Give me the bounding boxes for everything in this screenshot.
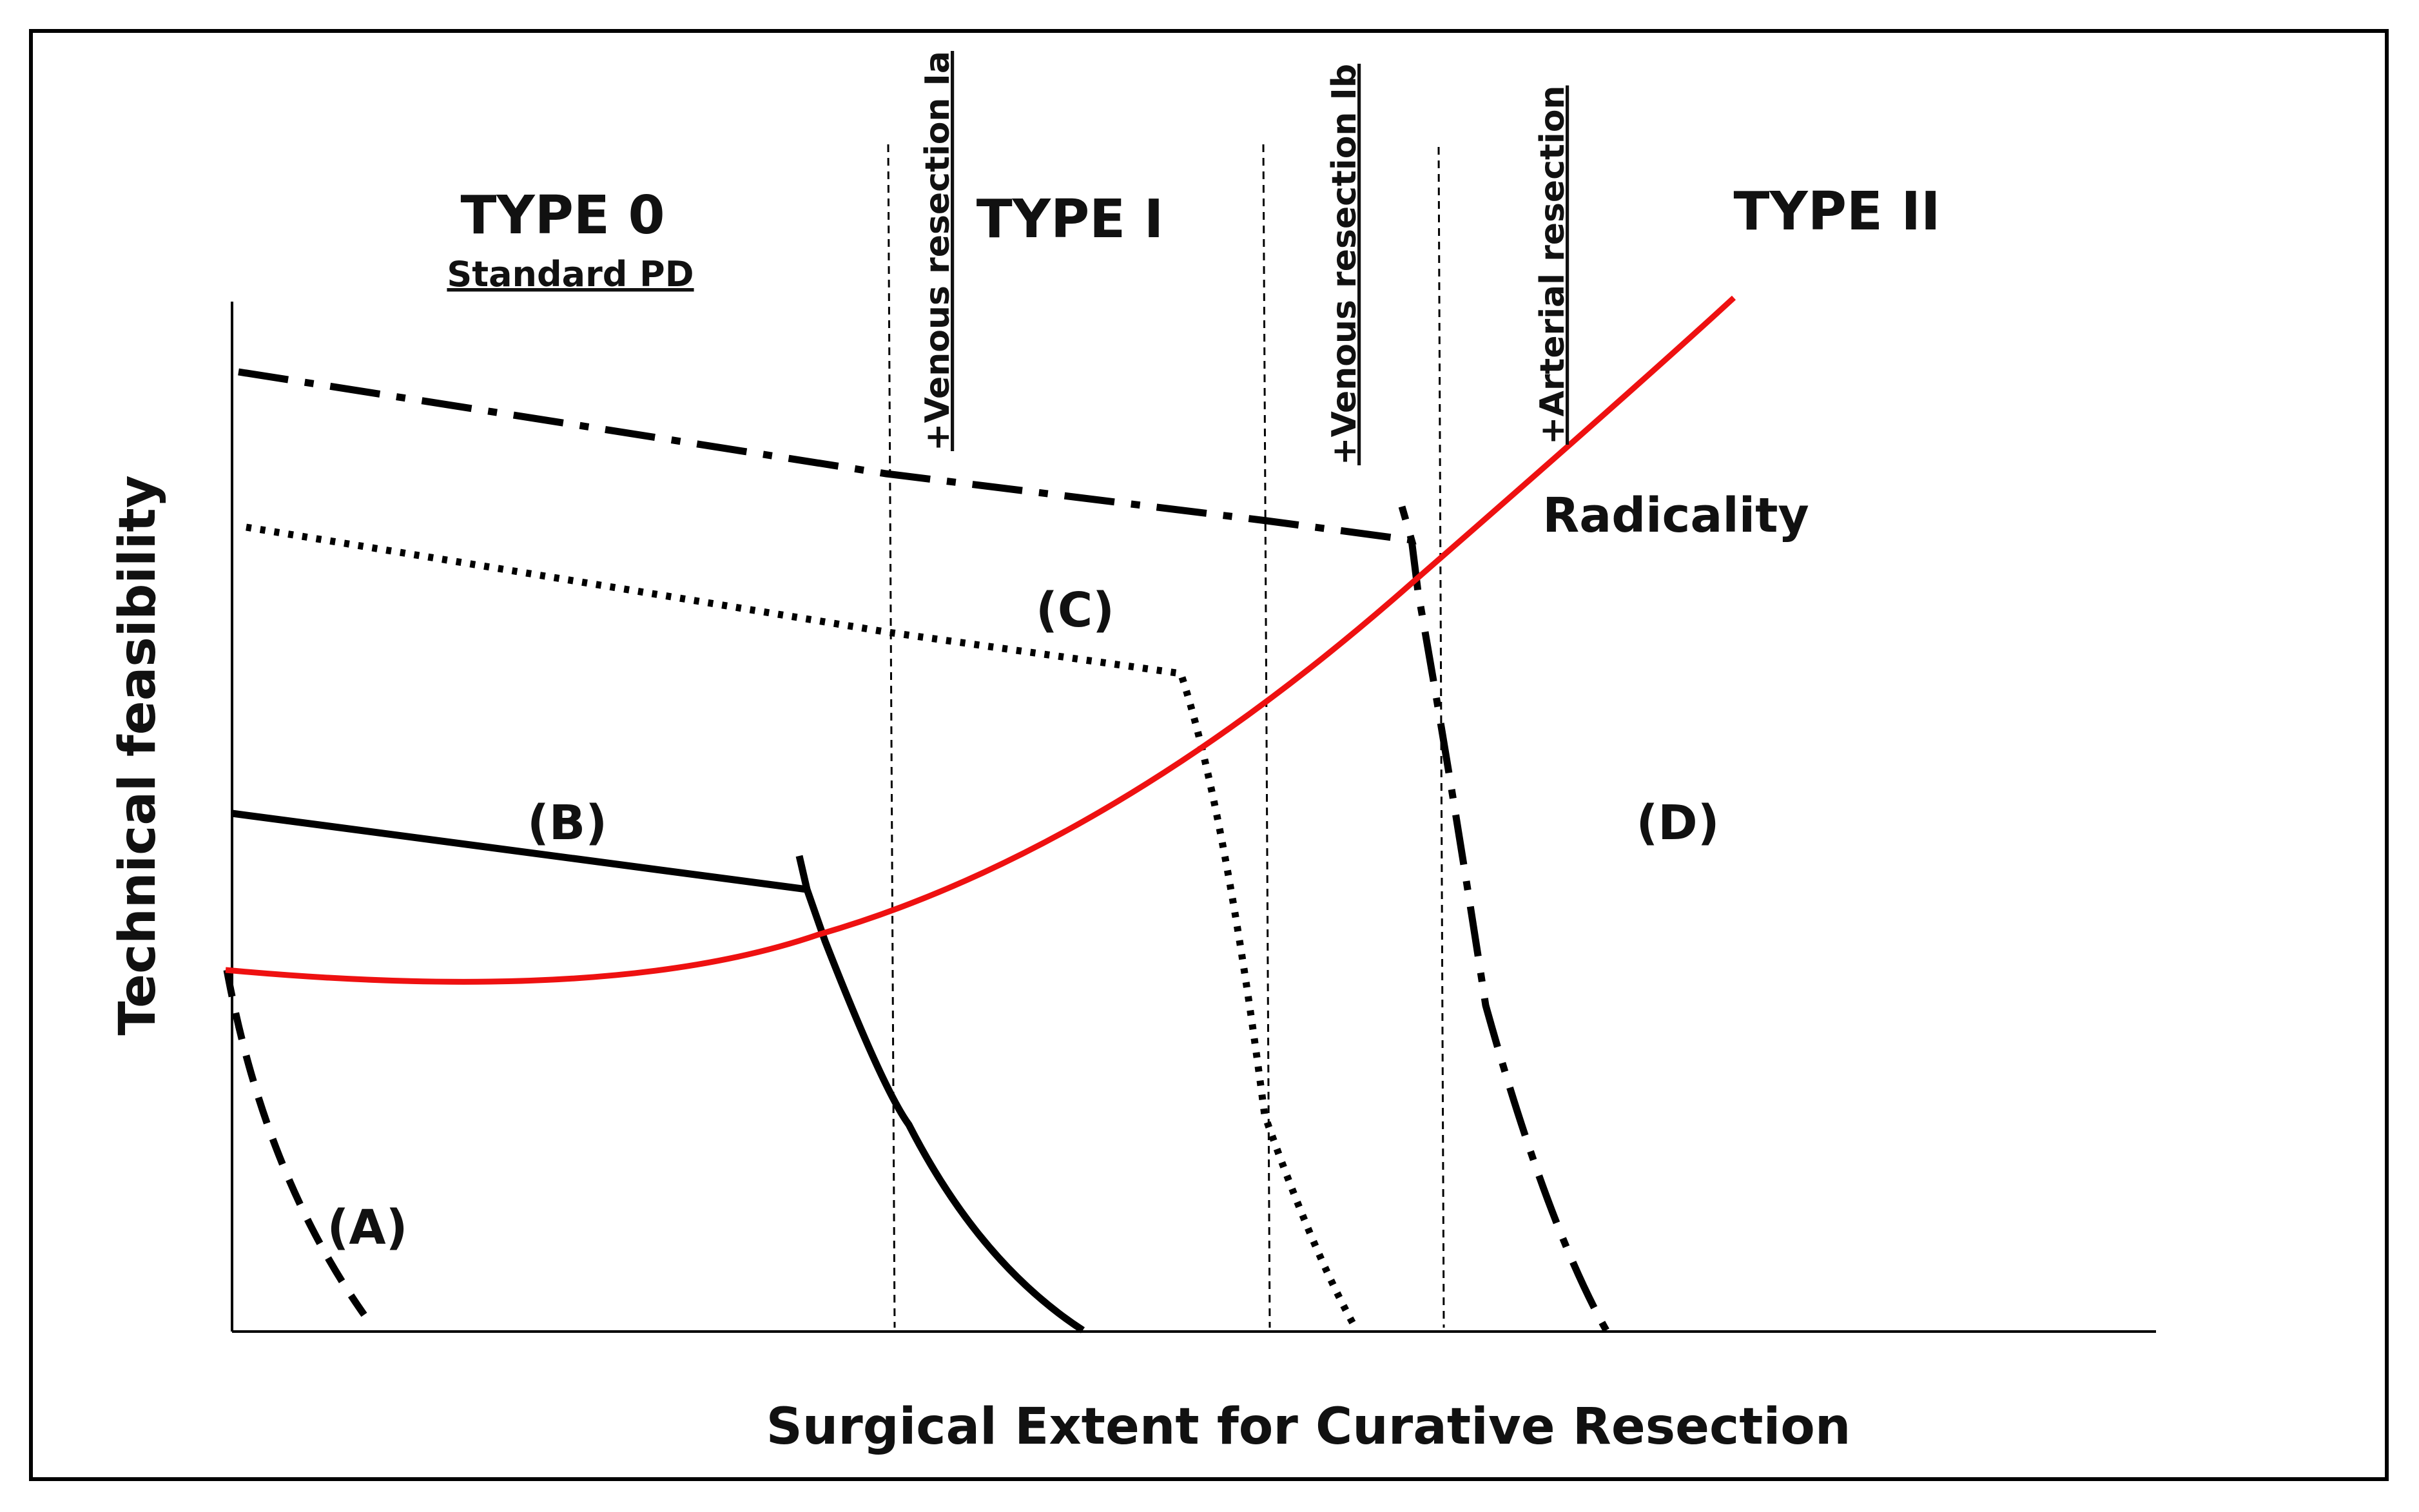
curve-a-label: (A) xyxy=(327,1200,408,1255)
type-0-sublabel: Standard PD xyxy=(447,254,694,295)
figure-frame xyxy=(29,29,2389,1481)
venous-ia-label: +Venous resection Ia xyxy=(918,51,957,451)
curve-b xyxy=(231,809,1085,1333)
curve-d-label: (D) xyxy=(1636,795,1719,851)
type-1-label: TYPE I xyxy=(976,189,1163,250)
curve-c xyxy=(246,523,1360,1332)
boundary-line-arterial xyxy=(1437,146,1445,1328)
radicality-label: Radicality xyxy=(1542,488,1809,543)
radicality-curve xyxy=(225,295,1736,985)
venous-ib-label: +Venous resection Ib xyxy=(1325,64,1364,465)
boundary-line-venous-ia xyxy=(887,144,896,1328)
curve-a xyxy=(223,969,367,1317)
type-0-label: TYPE 0 xyxy=(460,185,665,246)
type-2-label: TYPE II xyxy=(1734,181,1941,242)
boundary-line-venous-ib xyxy=(1262,144,1271,1328)
y-axis-title: Technical feasibility xyxy=(109,475,167,1035)
curve-b-label: (B) xyxy=(527,795,607,851)
curve-d xyxy=(238,368,1609,1332)
x-axis-title: Surgical Extent for Curative Resection xyxy=(766,1398,1851,1456)
curve-c-label: (C) xyxy=(1036,583,1114,638)
arterial-label: +Arterial resection xyxy=(1533,86,1572,445)
